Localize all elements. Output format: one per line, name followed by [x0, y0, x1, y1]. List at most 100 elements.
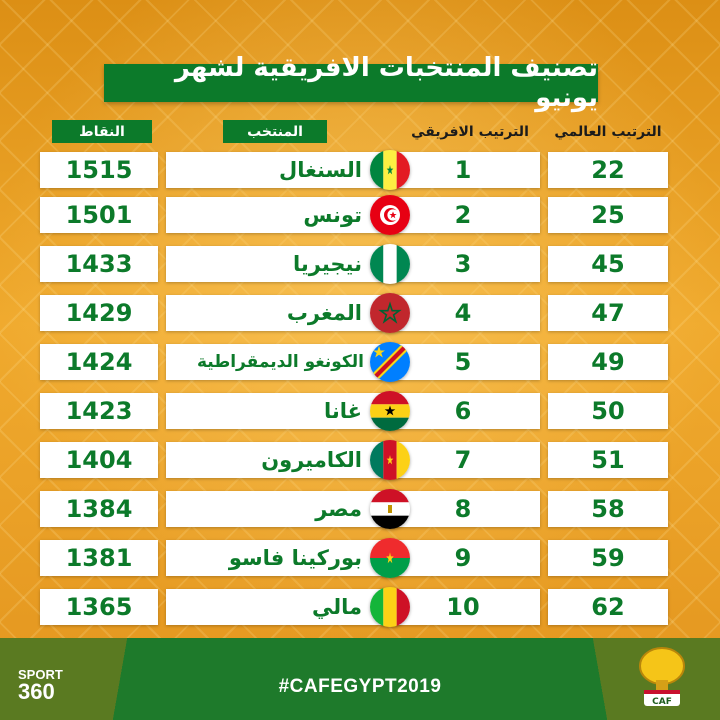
sport360-logo-top: SPORT — [18, 667, 63, 682]
world-rank-value: 51 — [591, 446, 625, 474]
points-cell — [40, 295, 158, 331]
points-value: 1429 — [65, 299, 133, 327]
table-row: 1381 بوركينا فاسو 9 59 — [0, 538, 720, 578]
team-name: بوركينا فاسو — [228, 546, 362, 570]
team-cell — [166, 442, 540, 478]
footer-right-wing — [570, 638, 630, 720]
header-world-rank: الترتيب العالمي — [554, 123, 662, 140]
african-rank-value: 7 — [454, 446, 472, 474]
team-cell — [166, 295, 540, 331]
table-row: 1515 السنغال 1 22 — [0, 150, 720, 190]
world-rank-cell — [548, 491, 668, 527]
footer-left-wing — [90, 638, 150, 720]
mali-flag — [370, 587, 410, 627]
points-cell — [40, 344, 158, 380]
african-rank-value: 3 — [454, 250, 472, 278]
sport360-logo-bottom: 360 — [18, 679, 55, 704]
table-row: 1384 مصر 8 58 — [0, 489, 720, 529]
table-row: 1404 الكاميرون 7 51 — [0, 440, 720, 480]
table-row: 1423 غانا 6 50 — [0, 391, 720, 431]
world-rank-value: 49 — [591, 348, 625, 376]
world-rank-value: 50 — [591, 397, 625, 425]
world-rank-value: 59 — [591, 544, 625, 572]
header-team: المنتخب — [223, 120, 327, 143]
world-rank-value: 45 — [591, 250, 625, 278]
african-rank-value: 2 — [454, 201, 472, 229]
table-row: 1433 نيجيريا 3 45 — [0, 244, 720, 284]
african-rank-value: 4 — [454, 299, 472, 327]
team-name: مصر — [315, 497, 362, 521]
dr-congo-flag — [370, 342, 410, 382]
points-cell — [40, 152, 158, 188]
points-value: 1433 — [65, 250, 133, 278]
points-cell — [40, 540, 158, 576]
points-cell — [40, 589, 158, 625]
african-rank-value: 10 — [446, 593, 480, 621]
cameroon-flag — [370, 440, 410, 480]
team-name: غانا — [323, 399, 362, 423]
team-cell — [166, 152, 540, 188]
ghana-flag — [370, 391, 410, 431]
team-name: المغرب — [286, 301, 362, 325]
team-name: الكاميرون — [261, 448, 362, 472]
team-name: مالي — [311, 595, 362, 619]
points-value: 1424 — [65, 348, 133, 376]
points-cell — [40, 442, 158, 478]
team-cell — [166, 393, 540, 429]
points-value: 1365 — [65, 593, 133, 621]
points-value: 1384 — [65, 495, 133, 523]
points-value: 1423 — [65, 397, 133, 425]
morocco-flag — [370, 293, 410, 333]
team-name: تونس — [303, 203, 362, 227]
world-rank-value: 62 — [591, 593, 625, 621]
caf-logo-text: CAF — [652, 697, 672, 707]
world-rank-value: 25 — [591, 201, 625, 229]
page-title: تصنيف المنتخبات الافريقية لشهر يونيو — [104, 53, 598, 113]
team-name: السنغال — [279, 158, 362, 182]
table-row: 1429 المغرب 4 47 — [0, 293, 720, 333]
team-name: الكونغو الديمقراطية — [196, 352, 364, 372]
world-rank-cell — [548, 540, 668, 576]
african-rank-value: 5 — [454, 348, 472, 376]
world-rank-value: 58 — [591, 495, 625, 523]
points-cell — [40, 491, 158, 527]
footer-bar: #CAFEGYPT2019 SPORT 360 CAF — [0, 638, 720, 720]
world-rank-value: 22 — [591, 156, 625, 184]
african-rank-value: 6 — [454, 397, 472, 425]
world-rank-cell — [548, 152, 668, 188]
points-value: 1501 — [65, 201, 133, 229]
nigeria-flag — [370, 244, 410, 284]
world-rank-cell — [548, 589, 668, 625]
world-rank-cell — [548, 393, 668, 429]
points-value: 1381 — [65, 544, 133, 572]
table-row: 1365 مالي 10 62 — [0, 587, 720, 627]
tunisia-flag — [370, 195, 410, 235]
team-cell — [166, 246, 540, 282]
african-rank-value: 8 — [454, 495, 472, 523]
team-cell — [166, 344, 540, 380]
points-value: 1515 — [65, 156, 133, 184]
table-row: 1424 الكونغو الديمقراطية 5 49 — [0, 342, 720, 382]
world-rank-cell — [548, 197, 668, 233]
world-rank-cell — [548, 246, 668, 282]
team-cell — [166, 491, 540, 527]
points-cell — [40, 246, 158, 282]
hashtag-label: #CAFEGYPT2019 — [278, 676, 442, 697]
senegal-flag — [370, 150, 410, 190]
footer-center-band — [110, 638, 610, 720]
team-cell — [166, 589, 540, 625]
points-cell — [40, 393, 158, 429]
burkina-faso-flag — [370, 538, 410, 578]
african-rank-value: 1 — [454, 156, 472, 184]
table-row: 1501 تونس 2 25 — [0, 195, 720, 235]
world-rank-cell — [548, 295, 668, 331]
team-name: نيجيريا — [293, 252, 362, 276]
world-rank-cell — [548, 442, 668, 478]
caf-trophy-logo: CAF — [639, 647, 685, 707]
points-value: 1404 — [65, 446, 133, 474]
team-cell — [166, 540, 540, 576]
world-rank-value: 47 — [591, 299, 625, 327]
african-rank-value: 9 — [454, 544, 472, 572]
team-cell — [166, 197, 540, 233]
egypt-flag — [370, 489, 410, 529]
